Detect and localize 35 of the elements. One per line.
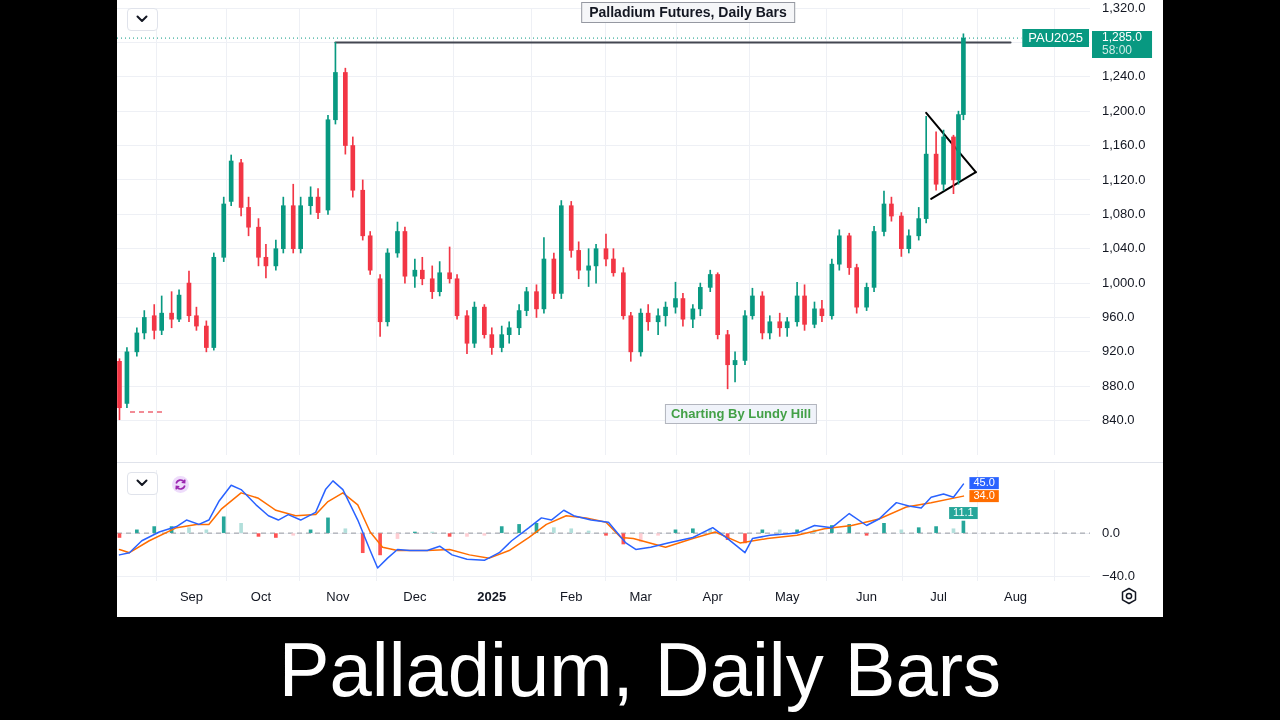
y-tick-label: 1,120.0 (1102, 171, 1146, 187)
x-tick-label: Nov (326, 589, 350, 605)
x-tick-label: Jun (856, 589, 878, 605)
x-tick-label: Apr (702, 589, 724, 605)
y-tick-label: 1,000.0 (1102, 274, 1146, 290)
annotation: Charting By Lundy Hill (664, 404, 818, 424)
y-tick-label: 1,320.0 (1102, 0, 1146, 15)
x-tick-label: Oct (250, 589, 272, 605)
x-tick-label: Aug (1003, 589, 1028, 605)
y-tick-label: 880.0 (1102, 377, 1135, 393)
y-tick-label: 1,240.0 (1102, 68, 1146, 84)
y-tick-label: 1,160.0 (1102, 137, 1146, 153)
y-tick-label: −40.0 (1102, 568, 1135, 584)
x-tick-label: Dec (403, 589, 427, 605)
x-tick-label: Sep (179, 589, 204, 605)
x-tick-label: Mar (629, 589, 653, 605)
data-label: 34.0 (973, 489, 995, 502)
y-tick-label: 960.0 (1102, 309, 1135, 325)
y-tick-label: 1,040.0 (1102, 240, 1146, 256)
y-tick-label: 0.0 (1102, 524, 1121, 540)
text: 1,285.0 (1102, 30, 1143, 45)
x-tick-label: Jul (930, 589, 948, 605)
y-tick-label: 920.0 (1102, 343, 1135, 359)
y-tick-label: 840.0 (1102, 412, 1135, 428)
x-tick-label: Feb (560, 589, 583, 605)
text: 58:00 (1102, 43, 1133, 58)
chart-title: Palladium Futures, Daily Bars (581, 2, 795, 23)
x-tick-label: 2025 (477, 589, 507, 605)
data-label: 11.1 (953, 506, 974, 519)
x-tick-label: May (774, 589, 800, 605)
text: Palladium, Daily Bars (277, 626, 1003, 714)
y-tick-label: 1,200.0 (1102, 102, 1146, 118)
ref-line-label: PAU2025 (1028, 29, 1083, 45)
data-label: 45.0 (973, 476, 995, 489)
y-tick-label: 1,080.0 (1102, 205, 1146, 221)
